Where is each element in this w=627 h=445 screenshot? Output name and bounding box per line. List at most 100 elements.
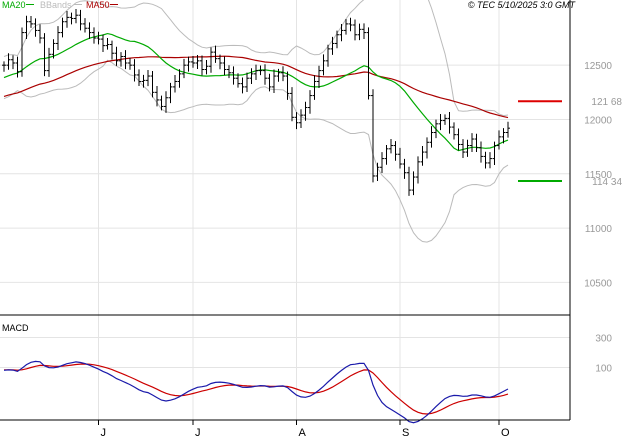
ohlc-bar xyxy=(222,56,227,76)
ohlc-bar xyxy=(119,52,123,67)
ohlc-bar xyxy=(110,40,114,60)
ohlc-bar xyxy=(272,69,276,94)
ohlc-bar xyxy=(465,139,470,157)
ohlc-bar xyxy=(83,18,87,33)
ohlc-bar xyxy=(434,119,438,139)
ohlc-bar xyxy=(407,166,411,196)
ohlc-bar xyxy=(362,23,366,39)
ohlc-bar xyxy=(204,60,209,75)
ohlc-bar xyxy=(474,133,479,152)
ohlc-bar xyxy=(398,147,402,169)
ohlc-bar xyxy=(168,82,173,104)
ohlc-bar xyxy=(186,56,191,72)
ohlc-bar xyxy=(47,47,51,77)
ohlc-bar xyxy=(488,152,492,169)
ohlc-bar xyxy=(132,59,137,82)
ohlc-bar xyxy=(357,23,362,41)
ohlc-bar xyxy=(339,23,344,42)
ohlc-bar xyxy=(33,18,38,37)
ohlc-bar xyxy=(470,133,474,153)
ohlc-bar xyxy=(303,101,308,121)
bollinger-bands xyxy=(3,0,509,243)
gridlines xyxy=(0,0,570,420)
ohlc-bar xyxy=(461,139,465,159)
ohlc-bar xyxy=(74,9,78,24)
ohlc-bar xyxy=(173,75,177,93)
macd-tick-label: 100 xyxy=(595,364,612,375)
ohlc-bar xyxy=(420,145,425,166)
ohlc-bar xyxy=(321,54,326,76)
ohlc-bar xyxy=(281,66,285,82)
ohlc-bar xyxy=(51,39,56,59)
ohlc-bar xyxy=(443,114,447,125)
ohlc-bar xyxy=(141,74,146,88)
copyright-label: © TEC 5/10/2025 3:0 GMT xyxy=(468,0,577,10)
ohlc-bar xyxy=(105,38,110,50)
legend-ma20-label: MA20 xyxy=(2,0,26,10)
ohlc-bar xyxy=(330,36,335,55)
ohlc-bar xyxy=(425,137,429,159)
ohlc-bar xyxy=(479,141,483,163)
bband-lower-line xyxy=(3,59,509,243)
ohlc-bar xyxy=(353,19,357,41)
ohlc-bar xyxy=(6,53,11,70)
ohlc-bar xyxy=(227,65,231,79)
ohlc-bar xyxy=(402,158,407,179)
ohlc-bar xyxy=(411,171,416,196)
time-tick-label: S xyxy=(402,427,409,439)
moving-averages xyxy=(3,32,509,152)
ohlc-bar xyxy=(213,45,218,63)
ohlc-bar xyxy=(231,66,236,85)
support-label: 114 34 xyxy=(592,177,622,188)
ohlc-bar xyxy=(92,27,96,44)
bband-upper-line xyxy=(3,0,509,117)
time-tick-label: O xyxy=(501,427,510,439)
ohlc-bar xyxy=(326,44,330,67)
ohlc-bar xyxy=(24,15,29,40)
ohlc-bar xyxy=(483,151,488,169)
ohlc-bar xyxy=(254,64,258,80)
ohlc-bar xyxy=(200,55,204,76)
ohlc-bar xyxy=(114,46,119,66)
ohlc-bar xyxy=(42,33,47,77)
ohlc-bar xyxy=(290,87,294,122)
price-tick-label: 10500 xyxy=(584,278,612,289)
ohlc-bar xyxy=(416,156,420,184)
ohlc-bar xyxy=(447,111,452,134)
time-tick-label: J xyxy=(195,427,201,439)
ohlc-bar xyxy=(380,152,384,174)
ohlc-bar xyxy=(191,56,195,68)
price-tick-label: 11500 xyxy=(585,170,613,181)
ohlc-bar xyxy=(366,27,371,100)
ohlc-bar xyxy=(506,121,510,138)
ohlc-bar xyxy=(38,24,42,44)
ohlc-bar xyxy=(348,17,353,32)
ohlc-bar xyxy=(96,31,101,45)
ohlc-bar xyxy=(159,95,164,111)
ohlc-bar xyxy=(308,90,312,114)
legend-ma50-label: MA50 xyxy=(86,0,110,10)
ohlc-bar xyxy=(492,141,497,165)
ohlc-bar xyxy=(137,69,141,86)
ohlc-bar xyxy=(344,19,348,35)
ohlc-bar xyxy=(2,61,6,72)
ohlc-bar xyxy=(236,73,240,88)
ohlc-bar xyxy=(101,34,105,52)
ohlc-bar xyxy=(438,114,443,131)
ohlc-bar xyxy=(69,12,74,25)
macd-panel-title: MACD xyxy=(2,323,29,333)
time-tick-label: A xyxy=(299,427,307,439)
ohlc-bar xyxy=(182,58,186,79)
ohlc-bar xyxy=(15,56,20,78)
ohlc-bar xyxy=(56,26,60,50)
ohlc-bar xyxy=(128,57,132,70)
price-tick-label: 12500 xyxy=(584,61,612,72)
ohlc-bar xyxy=(267,73,272,92)
ohlc-bar xyxy=(384,144,389,165)
ohlc-bar xyxy=(497,130,501,150)
price-tick-label: 11000 xyxy=(585,224,613,235)
ohlc-bar xyxy=(249,68,254,84)
ohlc-bar xyxy=(87,22,92,39)
